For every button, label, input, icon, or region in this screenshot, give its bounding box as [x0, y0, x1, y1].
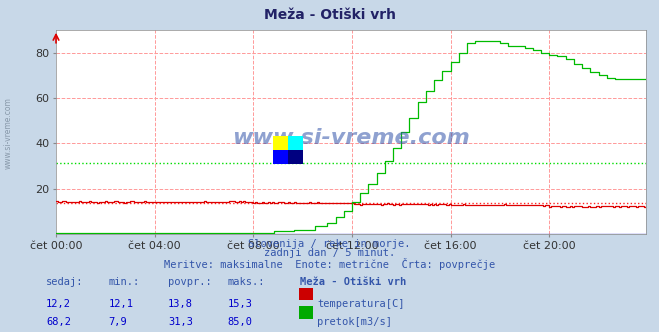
Text: maks.:: maks.:: [227, 277, 265, 287]
Text: www.si-vreme.com: www.si-vreme.com: [232, 128, 470, 148]
Text: Meža - Otiški vrh: Meža - Otiški vrh: [300, 277, 406, 287]
Text: 7,9: 7,9: [109, 317, 127, 327]
Bar: [289, 150, 303, 164]
Text: 68,2: 68,2: [46, 317, 71, 327]
Text: www.si-vreme.com: www.si-vreme.com: [3, 97, 13, 169]
Text: Meritve: maksimalne  Enote: metrične  Črta: povprečje: Meritve: maksimalne Enote: metrične Črta…: [164, 258, 495, 270]
Text: 13,8: 13,8: [168, 299, 193, 309]
Text: 15,3: 15,3: [227, 299, 252, 309]
Text: min.:: min.:: [109, 277, 140, 287]
Text: sedaj:: sedaj:: [46, 277, 84, 287]
Bar: [289, 136, 303, 150]
Text: 31,3: 31,3: [168, 317, 193, 327]
Text: Meža - Otiški vrh: Meža - Otiški vrh: [264, 8, 395, 22]
Bar: [273, 136, 289, 150]
Text: 85,0: 85,0: [227, 317, 252, 327]
Text: Slovenija / reke in morje.: Slovenija / reke in morje.: [248, 239, 411, 249]
Text: povpr.:: povpr.:: [168, 277, 212, 287]
Text: 12,1: 12,1: [109, 299, 134, 309]
Text: 12,2: 12,2: [46, 299, 71, 309]
Bar: [273, 150, 289, 164]
Text: temperatura[C]: temperatura[C]: [317, 299, 405, 309]
Text: zadnji dan / 5 minut.: zadnji dan / 5 minut.: [264, 248, 395, 258]
Text: pretok[m3/s]: pretok[m3/s]: [317, 317, 392, 327]
